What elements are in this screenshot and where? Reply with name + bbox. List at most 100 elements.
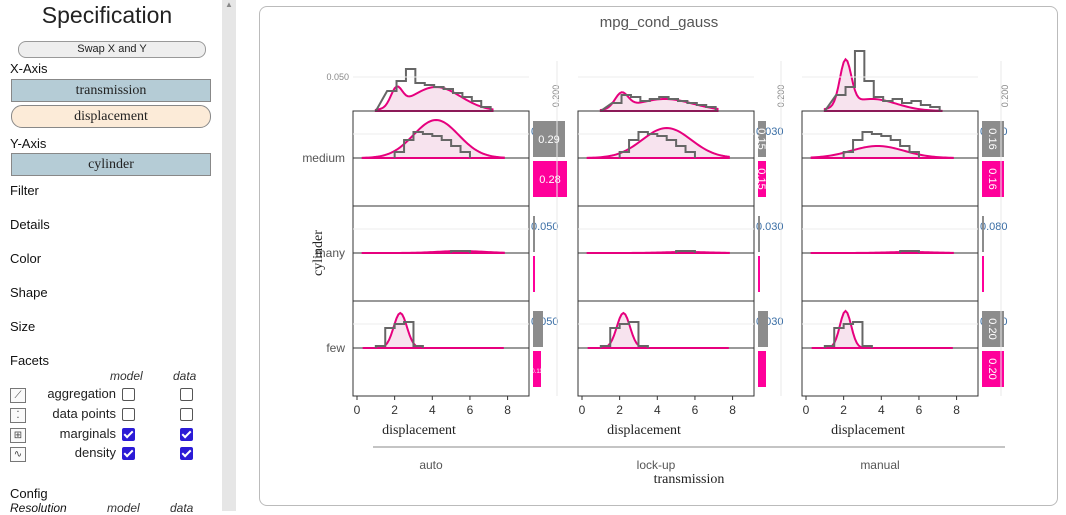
data-probability-bar bbox=[982, 161, 1004, 197]
row-histogram bbox=[842, 131, 920, 158]
model-bar-label: 0.20 bbox=[986, 318, 998, 339]
marginal-density-curve bbox=[599, 91, 719, 112]
data-probability-bar bbox=[758, 351, 766, 387]
scroll-up-icon[interactable]: ▲ bbox=[225, 0, 233, 9]
visualization-panel: mpg_cond_gauss0.2000.0500.290.280.0500.0… bbox=[259, 6, 1058, 506]
row-density-curve bbox=[362, 311, 504, 349]
density-icon: ∿ bbox=[10, 447, 26, 462]
row-density-curve bbox=[362, 249, 505, 254]
row-density-curve bbox=[361, 118, 505, 159]
x-tick-label: 6 bbox=[916, 403, 923, 417]
data-probability-bar bbox=[982, 351, 1004, 387]
chart-title: mpg_cond_gauss bbox=[600, 14, 718, 31]
aggregation-data-checkbox[interactable] bbox=[180, 388, 193, 401]
facet-name: marginals bbox=[59, 426, 116, 441]
data-points-data-checkbox[interactable] bbox=[180, 408, 193, 421]
faceted-chart: mpg_cond_gauss0.2000.0500.290.280.0500.0… bbox=[302, 14, 1010, 487]
resolution-col-model: model bbox=[107, 501, 140, 515]
sidebar-scrollbar[interactable]: ▲ bbox=[222, 0, 236, 511]
color-shelf[interactable]: Color bbox=[10, 251, 42, 266]
x-tick-label: 8 bbox=[504, 403, 511, 417]
x-axis-label: X-Axis bbox=[10, 61, 48, 76]
marginal-right-tick: 0.200 bbox=[551, 85, 561, 108]
aggregation-model-checkbox[interactable] bbox=[122, 388, 135, 401]
data-bar-label: 0.20 bbox=[986, 358, 998, 379]
x-tick-label: 8 bbox=[729, 403, 736, 417]
row-histogram bbox=[450, 250, 471, 253]
model-probability-bar bbox=[758, 216, 760, 252]
row-histogram bbox=[899, 250, 920, 253]
x-tick-label: 6 bbox=[467, 403, 474, 417]
facets-label: Facets bbox=[10, 353, 50, 368]
density-model-checkbox[interactable] bbox=[122, 447, 135, 460]
y-field-cylinder[interactable]: cylinder bbox=[11, 153, 211, 176]
x-axis-title: displacement bbox=[607, 423, 681, 438]
data-probability-bar bbox=[533, 161, 567, 197]
spec-title: Specification bbox=[41, 2, 173, 28]
x-field-displacement[interactable]: displacement bbox=[11, 105, 211, 128]
config-label: Config bbox=[10, 486, 48, 501]
facet-row-marginals: ⊞ marginals bbox=[10, 426, 210, 444]
x-axis-title: displacement bbox=[382, 423, 456, 438]
facet-column-label: manual bbox=[860, 458, 899, 472]
row-density-tick: 0.080 bbox=[980, 221, 1008, 233]
filter-shelf[interactable]: Filter bbox=[10, 183, 39, 198]
model-bar-label: 0.16 bbox=[986, 128, 998, 149]
row-density-tick: 0.050 bbox=[531, 221, 559, 233]
row-density-curve bbox=[586, 126, 730, 159]
x-tick-label: 8 bbox=[953, 403, 960, 417]
y-row-label: medium bbox=[302, 151, 345, 165]
row-histogram bbox=[823, 321, 873, 348]
size-shelf[interactable]: Size bbox=[10, 319, 36, 334]
y-row-label: many bbox=[316, 246, 345, 260]
resolution-col-data: data bbox=[170, 501, 194, 515]
facet-row-density: ∿ density bbox=[10, 445, 210, 463]
x-tick-label: 0 bbox=[579, 403, 586, 417]
model-bar-label: 0.15 bbox=[755, 128, 767, 149]
shape-shelf[interactable]: Shape bbox=[10, 285, 48, 300]
row-density-curve bbox=[811, 250, 954, 254]
marginals-icon: ⊞ bbox=[10, 428, 26, 443]
data-bar-label: 0.28 bbox=[539, 174, 560, 186]
facet-name: density bbox=[74, 445, 116, 460]
y-axis-title: cylinder bbox=[311, 230, 326, 276]
model-probability-bar bbox=[758, 311, 768, 347]
x-tick-label: 6 bbox=[692, 403, 699, 417]
data-points-model-checkbox[interactable] bbox=[122, 408, 135, 421]
row-histogram bbox=[675, 250, 696, 253]
model-probability-bar bbox=[533, 216, 535, 252]
details-shelf[interactable]: Details bbox=[10, 217, 50, 232]
data-probability-bar bbox=[982, 256, 984, 292]
data-probability-bar bbox=[758, 256, 760, 292]
specification-sidebar: Specification Swap X and Y X-Axis transm… bbox=[0, 0, 214, 515]
facet-col-model: model bbox=[110, 369, 143, 383]
facet-name: aggregation bbox=[47, 386, 116, 401]
swap-xy-button[interactable]: Swap X and Y bbox=[18, 41, 206, 58]
row-histogram bbox=[599, 321, 649, 348]
x-tick-label: 2 bbox=[840, 403, 847, 417]
model-probability-bar bbox=[982, 311, 1004, 347]
row-histogram bbox=[393, 131, 471, 158]
x-field-transmission[interactable]: transmission bbox=[11, 79, 211, 102]
facet-col-data: data bbox=[173, 369, 197, 383]
marginal-right-tick: 0.200 bbox=[1000, 85, 1010, 108]
x-tick-label: 4 bbox=[429, 403, 436, 417]
facet-axis-title: transmission bbox=[654, 472, 725, 487]
row-histogram bbox=[618, 131, 696, 158]
marginal-histogram bbox=[374, 68, 492, 112]
x-tick-label: 0 bbox=[803, 403, 810, 417]
row-density-curve bbox=[811, 309, 953, 349]
row-density-curve bbox=[587, 311, 729, 349]
marginals-data-checkbox[interactable] bbox=[180, 428, 193, 441]
x-tick-label: 4 bbox=[654, 403, 661, 417]
density-data-checkbox[interactable] bbox=[180, 447, 193, 460]
marginal-histogram bbox=[600, 94, 717, 112]
row-density-curve bbox=[810, 144, 954, 159]
data-probability-bar bbox=[533, 256, 535, 292]
marginal-y-tick: 0.050 bbox=[326, 72, 349, 82]
marginals-model-checkbox[interactable] bbox=[122, 428, 135, 441]
y-axis-label: Y-Axis bbox=[10, 136, 47, 151]
y-row-label: few bbox=[326, 341, 345, 355]
model-probability-bar bbox=[982, 216, 984, 252]
row-density-tick: 0.030 bbox=[756, 221, 784, 233]
